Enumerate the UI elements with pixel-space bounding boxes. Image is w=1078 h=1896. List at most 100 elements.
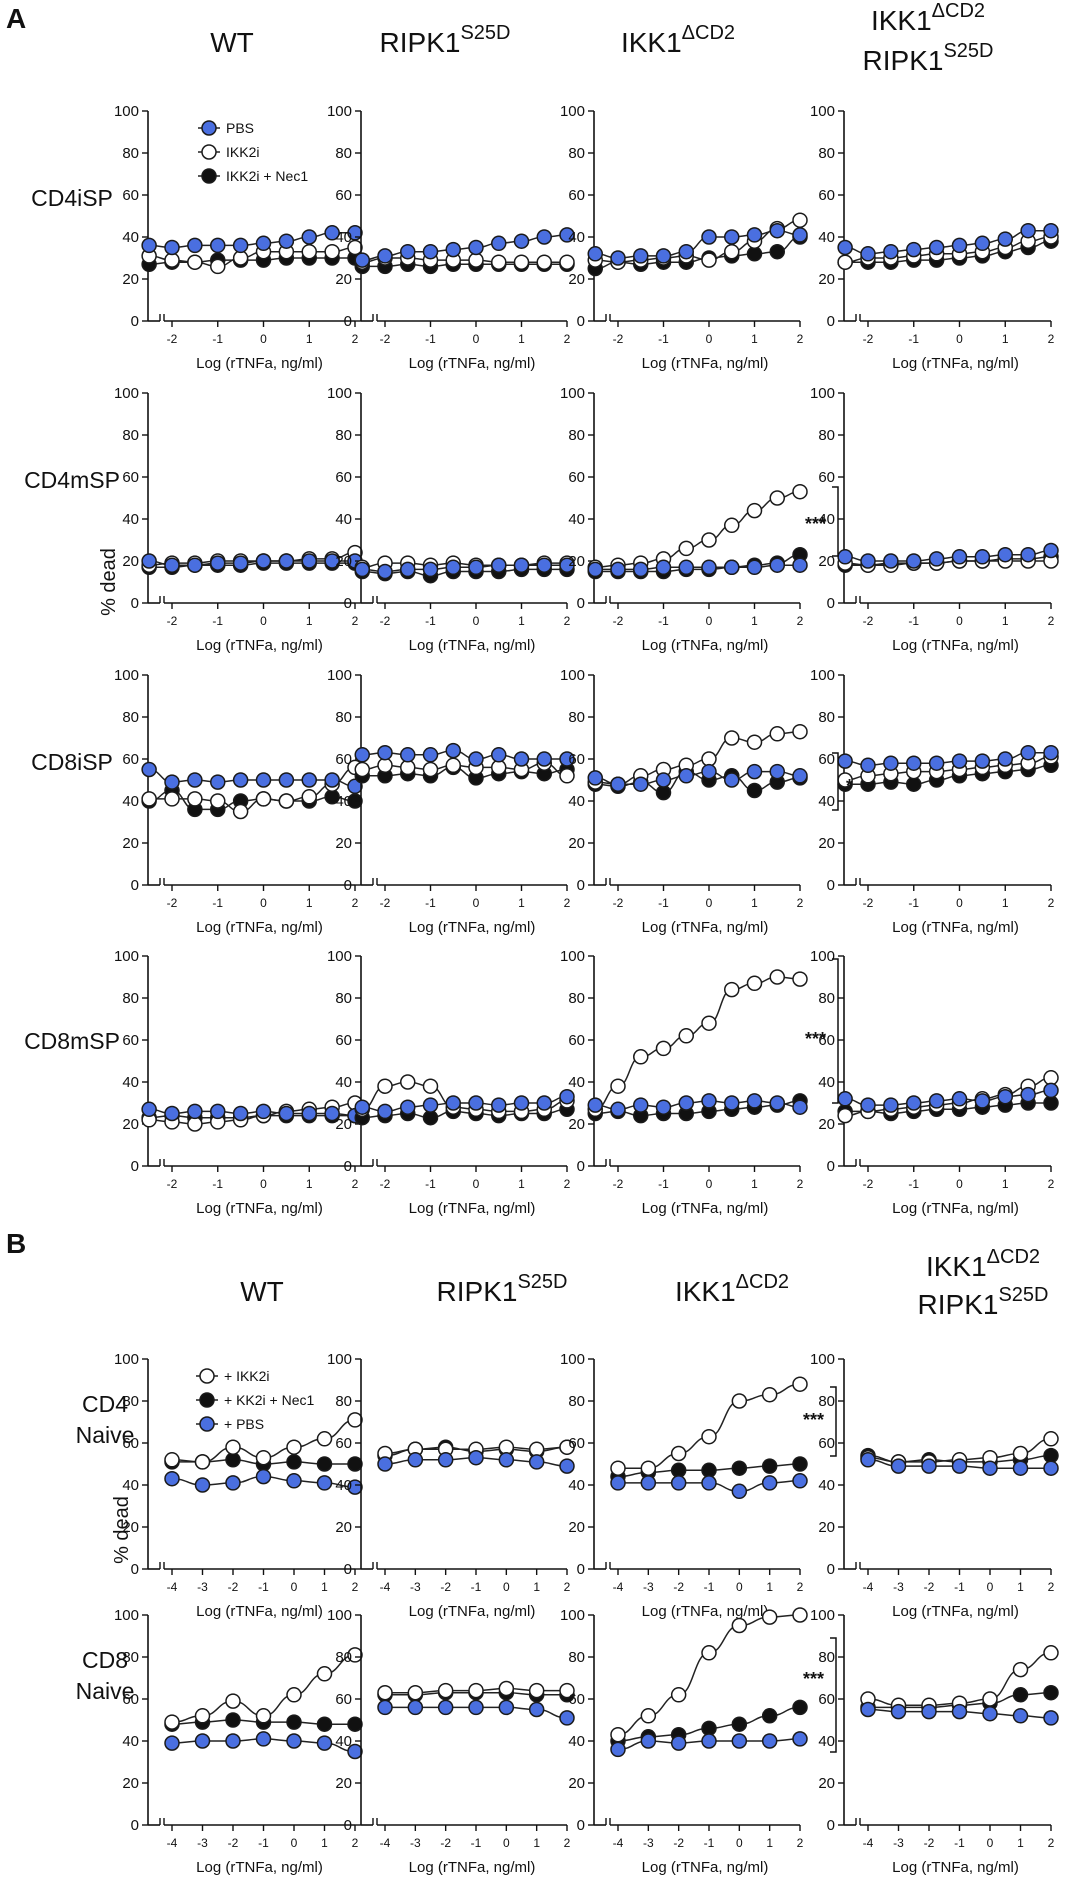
y-tick-label: 100 (114, 1607, 139, 1624)
data-point-pbs (232, 1105, 249, 1122)
data-point-pbs (982, 1705, 998, 1722)
data-point-open (610, 1726, 626, 1743)
x-tick-label: -1 (212, 614, 223, 628)
data-point-open (187, 254, 203, 270)
data-point-pbs (928, 551, 945, 567)
series-line-filled (362, 1108, 568, 1119)
data-point-open (422, 761, 439, 778)
x-tick-label: 0 (503, 1580, 510, 1594)
x-tick-label: 2 (352, 1580, 359, 1594)
data-point-open (792, 723, 808, 740)
legend-label: + IKK2i (224, 1368, 270, 1384)
data-point-open (187, 791, 203, 807)
subplot-A-r3-c3: 0 20 40 60 80 100 -2 -1 0 1 2 Log (rTNFa, ng/ml) (810, 948, 1059, 1217)
y-tick-label: 100 (560, 385, 585, 402)
data-point-open (141, 791, 157, 807)
data-point-pbs (407, 1699, 424, 1716)
data-point-pbs (301, 553, 317, 569)
series-line-filled (149, 257, 355, 266)
series-line-open (362, 1081, 568, 1113)
data-point-pbs (559, 227, 575, 243)
data-point-pbs (141, 761, 157, 778)
data-point-pbs (255, 1731, 272, 1747)
x-tick-label: -1 (908, 332, 919, 346)
panel-a-column-title-sup: S25D (460, 22, 510, 44)
data-point-open (316, 1666, 333, 1682)
y-tick-label: 100 (114, 948, 139, 965)
x-tick-label: -2 (863, 614, 874, 628)
data-point-pbs (951, 237, 968, 254)
data-point-pbs (400, 747, 416, 763)
y-tick-label: 0 (827, 1561, 835, 1578)
data-point-pbs (377, 1103, 393, 1120)
y-tick-label: 20 (122, 553, 139, 570)
data-point-pbs (928, 1093, 945, 1109)
x-axis-label: Log (rTNFa, ng/ml) (196, 1200, 323, 1217)
x-tick-label: -2 (167, 896, 178, 910)
y-tick-label: 80 (818, 709, 835, 726)
panel-b-column-title-2-main: RIPK1 (918, 1289, 999, 1320)
data-point-pbs (724, 1095, 740, 1111)
panel-b-column-title-main: WT (240, 1276, 284, 1307)
series-line-open (362, 257, 567, 263)
y-tick-label: 20 (818, 835, 835, 852)
data-point-open (982, 1691, 998, 1707)
y-tick-label: 80 (568, 427, 585, 444)
x-tick-label: -2 (380, 614, 391, 628)
cd8msp-significance: *** (805, 958, 839, 1104)
data-point-pbs (164, 774, 180, 790)
data-point-pbs (701, 229, 717, 245)
panel-a-column-title-main: IKK1 (621, 27, 682, 58)
data-point-pbs (633, 248, 649, 264)
data-point-open (164, 1452, 180, 1468)
y-tick-label: 60 (122, 187, 139, 204)
x-tick-label: 2 (1048, 896, 1055, 910)
x-tick-label: -1 (704, 1580, 715, 1594)
y-tick-label: 20 (568, 1775, 585, 1792)
data-point-pbs (860, 757, 876, 774)
x-tick-label: -1 (212, 896, 223, 910)
data-point-pbs (655, 772, 672, 788)
y-tick-label: 20 (335, 835, 352, 852)
panel-b-row-label-line1: CD8 (82, 1647, 128, 1673)
data-point-open (640, 1708, 657, 1724)
x-tick-label: 0 (473, 614, 480, 628)
panel-a-column-title-main: IKK1 (871, 5, 932, 36)
data-point-open (761, 1609, 778, 1625)
y-tick-label: 80 (818, 1649, 835, 1666)
data-point-pbs (255, 1468, 272, 1485)
x-tick-label: -1 (425, 896, 436, 910)
x-tick-label: -3 (893, 1836, 904, 1850)
x-axis-label: Log (rTNFa, ng/ml) (196, 1859, 323, 1876)
data-point-pbs (883, 553, 899, 569)
data-point-pbs (974, 1093, 991, 1109)
x-tick-label: -3 (410, 1580, 421, 1594)
data-point-pbs (354, 1099, 370, 1115)
x-tick-label: 2 (797, 332, 804, 346)
series-line-filled (595, 236, 801, 270)
series-line-pbs (362, 1095, 568, 1113)
x-axis-label: Log (rTNFa, ng/ml) (642, 637, 769, 654)
data-point-pbs (536, 1095, 552, 1111)
x-tick-label: -2 (613, 896, 624, 910)
data-point-open (286, 1439, 302, 1455)
data-point-open (278, 793, 295, 809)
data-point-pbs (860, 553, 876, 569)
data-point-pbs (769, 763, 785, 780)
panel-b-legend: + IKK2i + KK2i + Nec1 + PBS (196, 1368, 314, 1432)
data-point-open (164, 1714, 180, 1730)
data-point-open (1012, 1445, 1029, 1462)
cd4-naive-significance: *** (803, 1386, 837, 1457)
data-point-pbs (724, 772, 740, 788)
x-tick-label: 2 (564, 1580, 571, 1594)
x-tick-label: -2 (167, 332, 178, 346)
panel-a-column-title: RIPK1S25D (380, 22, 511, 58)
y-tick-label: 0 (577, 1158, 585, 1175)
cd8-naive-significance: *** (803, 1637, 837, 1753)
data-point-pbs (974, 549, 991, 565)
data-point-open (1043, 1645, 1059, 1661)
data-point-open (633, 1049, 649, 1065)
y-tick-label: 0 (577, 877, 585, 894)
panel-a-row-label: CD4mSP (24, 467, 120, 493)
data-point-open (792, 483, 808, 500)
